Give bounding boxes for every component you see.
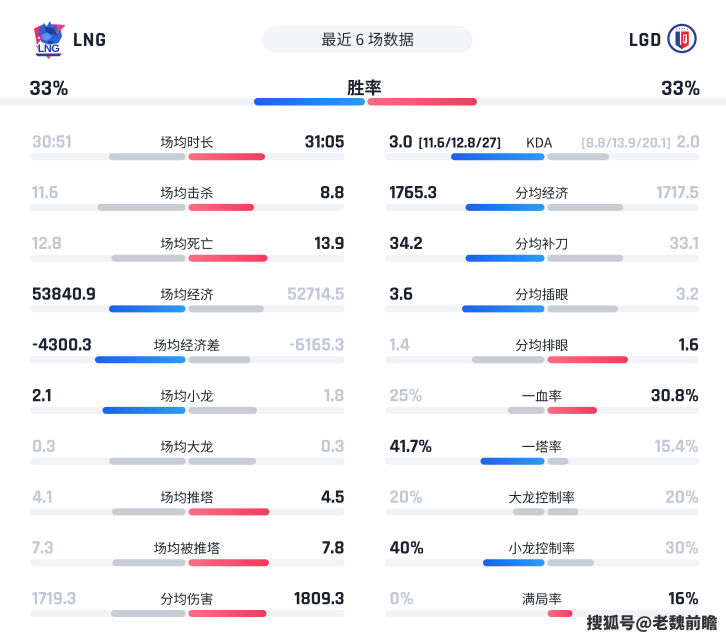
svg-text:LNG: LNG <box>38 43 59 55</box>
